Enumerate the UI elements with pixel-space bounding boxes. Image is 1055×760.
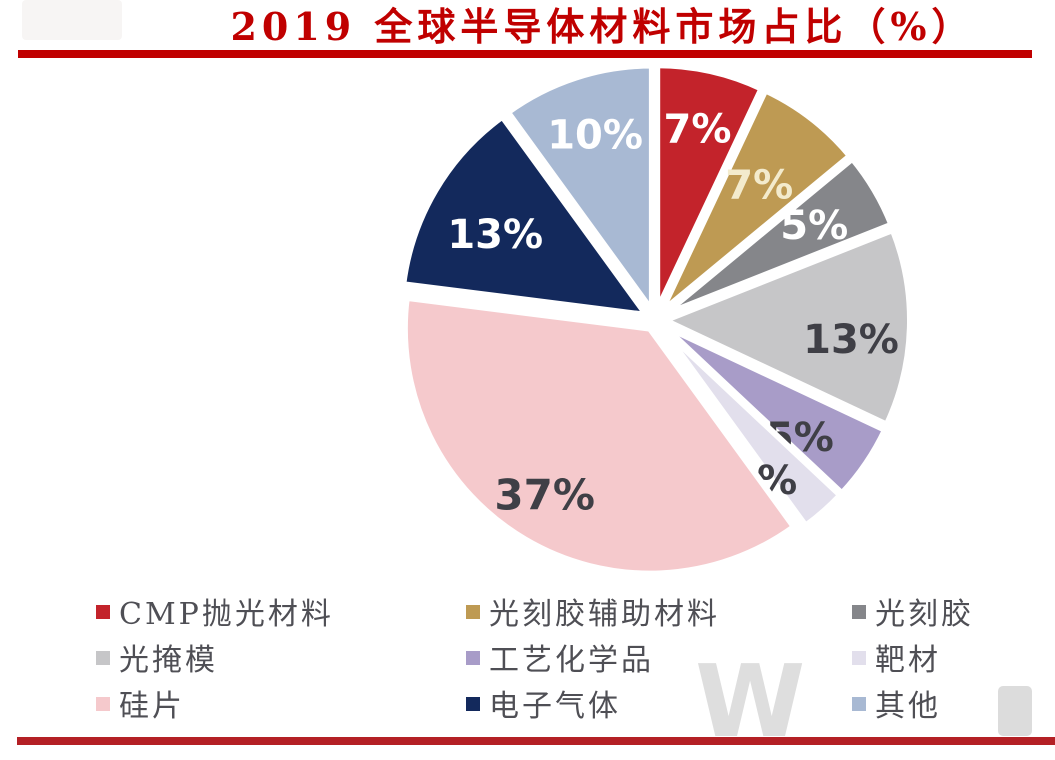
legend-item-5: 工艺化学品 <box>466 634 852 680</box>
legend-item-6: 靶材 <box>852 634 1036 680</box>
pie-legend: CMP抛光材料 光刻胶辅助材料 光刻胶光掩模 工艺化学品 靶材硅片 电子气体 其他 <box>96 588 1036 726</box>
pie-slice-8 <box>400 113 650 318</box>
legend-item-8: 电子气体 <box>466 680 852 726</box>
legend-item-3: 光刻胶 <box>852 588 1036 634</box>
legend-marker <box>852 651 866 665</box>
pie-slice-label-8: 13% <box>447 212 543 258</box>
legend-label: 硅片 <box>119 689 185 724</box>
legend-label: 光刻胶辅助材料 <box>489 597 720 632</box>
pie-slice-label-2: 7% <box>725 163 793 209</box>
legend-marker <box>466 651 480 665</box>
legend-item-7: 硅片 <box>96 680 466 726</box>
legend-label: 其他 <box>875 689 941 724</box>
legend-marker <box>96 697 110 711</box>
pie-slice-label-4: 13% <box>803 317 899 363</box>
pie-slice-7 <box>401 294 797 577</box>
title-underline-rule <box>18 50 1032 58</box>
chart-title: 2019 全球半导体材料市场占比（%） <box>230 4 975 49</box>
faint-logo-remnant <box>22 0 122 40</box>
legend-marker <box>466 605 480 619</box>
legend-label: 靶材 <box>875 643 941 678</box>
pie-slice-9 <box>504 62 655 314</box>
pie-slice-4 <box>662 227 913 428</box>
pie-slice-label-3: 5% <box>780 203 848 249</box>
watermark-fragment <box>998 686 1032 736</box>
pie-slice-1 <box>654 62 765 314</box>
pie-slice-2 <box>658 87 853 316</box>
watermark-text: W <box>695 643 846 760</box>
legend-label: 电子气体 <box>489 689 621 724</box>
legend-label: 工艺化学品 <box>489 643 654 678</box>
pie-slice-6 <box>658 324 844 529</box>
legend-item-4: 光掩模 <box>96 634 466 680</box>
pie-slice-label-7: 37% <box>494 471 595 520</box>
legend-marker <box>852 605 866 619</box>
legend-item-1: CMP抛光材料 <box>96 588 466 634</box>
legend-item-2: 光刻胶辅助材料 <box>466 588 852 634</box>
pie-slice-label-9: 10% <box>547 113 643 159</box>
legend-item-9: 其他 <box>852 680 1036 726</box>
legend-marker <box>96 605 110 619</box>
pie-slice-3 <box>660 155 895 318</box>
legend-label: 光刻胶 <box>875 597 974 632</box>
legend-marker <box>852 697 866 711</box>
legend-label: 光掩模 <box>119 643 218 678</box>
legend-marker <box>96 651 110 665</box>
bottom-rule <box>17 737 1055 745</box>
legend-label: CMP抛光材料 <box>119 597 334 632</box>
pie-slice-label-1: 7% <box>664 107 732 153</box>
legend-marker <box>466 697 480 711</box>
